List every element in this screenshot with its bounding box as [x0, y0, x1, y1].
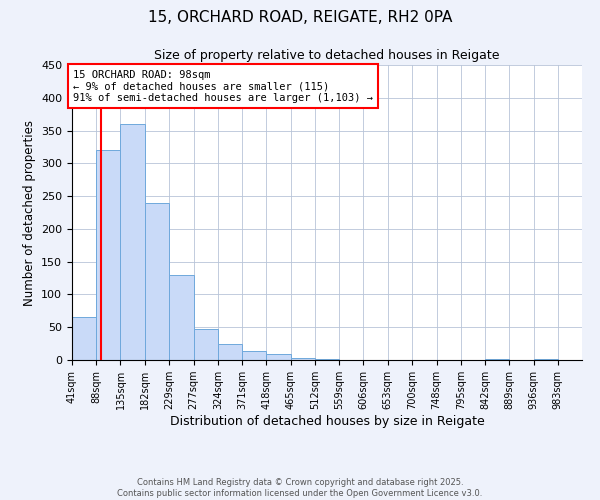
Bar [218, 344, 242, 360]
Bar [72, 318, 96, 360]
Text: 15, ORCHARD ROAD, REIGATE, RH2 0PA: 15, ORCHARD ROAD, REIGATE, RH2 0PA [148, 10, 452, 25]
Bar [121, 124, 145, 360]
X-axis label: Distribution of detached houses by size in Reigate: Distribution of detached houses by size … [170, 415, 484, 428]
Bar [242, 351, 266, 360]
Text: Contains HM Land Registry data © Crown copyright and database right 2025.
Contai: Contains HM Land Registry data © Crown c… [118, 478, 482, 498]
Bar [145, 202, 169, 360]
Title: Size of property relative to detached houses in Reigate: Size of property relative to detached ho… [154, 50, 500, 62]
Bar [290, 358, 315, 360]
Bar [169, 275, 194, 360]
Bar [194, 328, 218, 360]
Bar [266, 354, 290, 360]
Bar [96, 150, 121, 360]
Bar [315, 358, 339, 360]
Y-axis label: Number of detached properties: Number of detached properties [23, 120, 35, 306]
Text: 15 ORCHARD ROAD: 98sqm
← 9% of detached houses are smaller (115)
91% of semi-det: 15 ORCHARD ROAD: 98sqm ← 9% of detached … [73, 70, 373, 103]
